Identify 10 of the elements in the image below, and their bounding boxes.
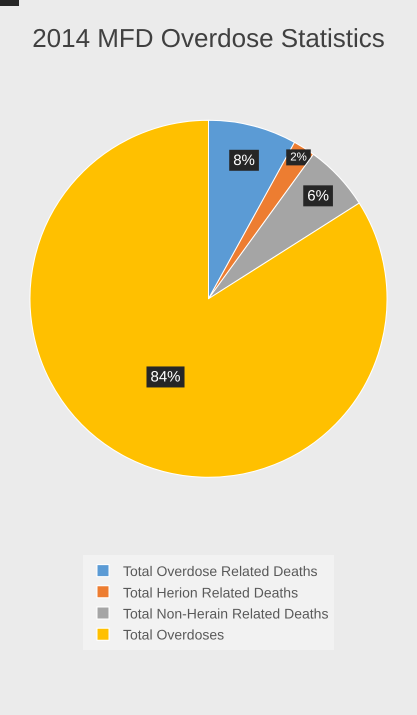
data-label: 2%	[290, 151, 307, 164]
legend-label: Total Overdoses	[123, 626, 224, 643]
data-label: 6%	[307, 187, 329, 204]
data-label: 84%	[150, 368, 181, 386]
legend-label: Total Herion Related Deaths	[123, 584, 298, 600]
data-label: 8%	[233, 152, 255, 169]
chart-title: 2014 MFD Overdose Statistics	[32, 22, 385, 53]
legend-label: Total Non-Herain Related Deaths	[123, 605, 328, 622]
legend-label: Total Overdose Related Deaths	[123, 563, 318, 580]
pie-slice	[30, 120, 388, 478]
